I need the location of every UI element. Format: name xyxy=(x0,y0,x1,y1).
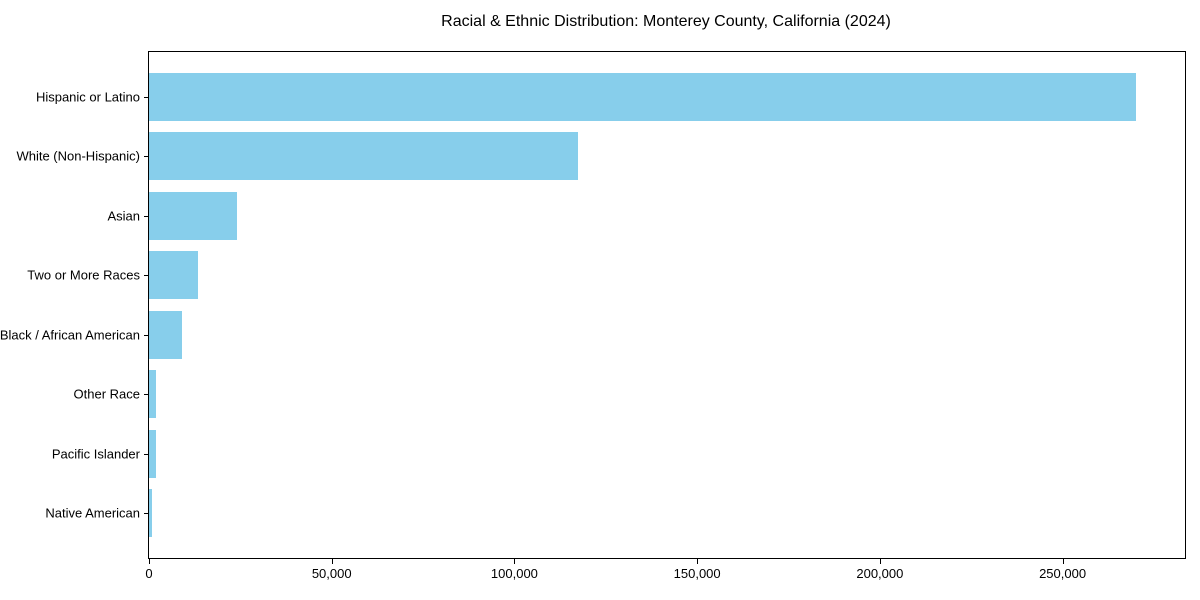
y-axis-tick xyxy=(144,275,148,277)
y-axis-category-label: Other Race xyxy=(73,386,140,402)
x-axis-tick-label: 150,000 xyxy=(673,566,721,581)
y-axis-category-label: Black / African American xyxy=(0,327,140,343)
x-axis-tick-label: 100,000 xyxy=(490,566,538,581)
x-axis-tick-label: 200,000 xyxy=(856,566,904,581)
bar xyxy=(149,489,153,538)
bar-row: Pacific Islander xyxy=(52,424,1185,484)
y-axis-tick xyxy=(144,96,148,98)
y-axis-tick xyxy=(144,453,148,455)
x-axis-tick xyxy=(149,559,150,564)
x-axis-tick xyxy=(514,559,516,564)
y-axis-tick xyxy=(144,334,148,336)
bar xyxy=(149,429,157,478)
y-axis-tick xyxy=(144,215,148,217)
y-axis-tick xyxy=(144,156,148,158)
y-axis-category-label: Asian xyxy=(107,208,140,224)
bar-row: White (Non-Hispanic) xyxy=(16,127,1185,187)
bar xyxy=(149,72,1136,121)
bar-row: Asian xyxy=(107,186,1185,246)
bar-row: Black / African American xyxy=(0,305,1185,365)
x-axis-tick-label: 250,000 xyxy=(1039,566,1087,581)
plot-area: Hispanic or Latino White (Non-Hispanic) As… xyxy=(0,51,1186,581)
y-axis-category-label: Hispanic or Latino xyxy=(35,89,140,105)
bar-row: Hispanic or Latino xyxy=(36,67,1185,127)
x-axis-tick xyxy=(1062,559,1064,564)
bars-container: Hispanic or Latino White (Non-Hispanic) As… xyxy=(0,67,1185,544)
bar xyxy=(149,310,182,359)
bar-row: Other Race xyxy=(74,365,1185,425)
y-axis-tick xyxy=(144,394,148,396)
x-axis-tick-label: 50,000 xyxy=(311,566,352,581)
bar xyxy=(149,370,156,419)
y-axis-tick xyxy=(144,513,148,515)
chart-title: Racial & Ethnic Distribution: Monterey C… xyxy=(441,13,891,30)
bar-row: Native American xyxy=(45,484,1185,544)
x-axis-tick xyxy=(331,559,333,564)
bar-row: Two or More Races xyxy=(27,246,1185,306)
bar xyxy=(149,191,238,240)
x-axis-tick xyxy=(879,559,881,564)
y-axis-category-label: White (Non-Hispanic) xyxy=(16,148,140,164)
y-axis-category-label: Native American xyxy=(45,505,140,521)
y-axis-category-label: Two or More Races xyxy=(27,267,140,283)
bar xyxy=(149,132,579,181)
y-axis-category-label: Pacific Islander xyxy=(51,446,140,462)
bar xyxy=(149,251,198,300)
x-axis-tick xyxy=(697,559,699,564)
x-axis-tick-label: 0 xyxy=(145,566,153,581)
